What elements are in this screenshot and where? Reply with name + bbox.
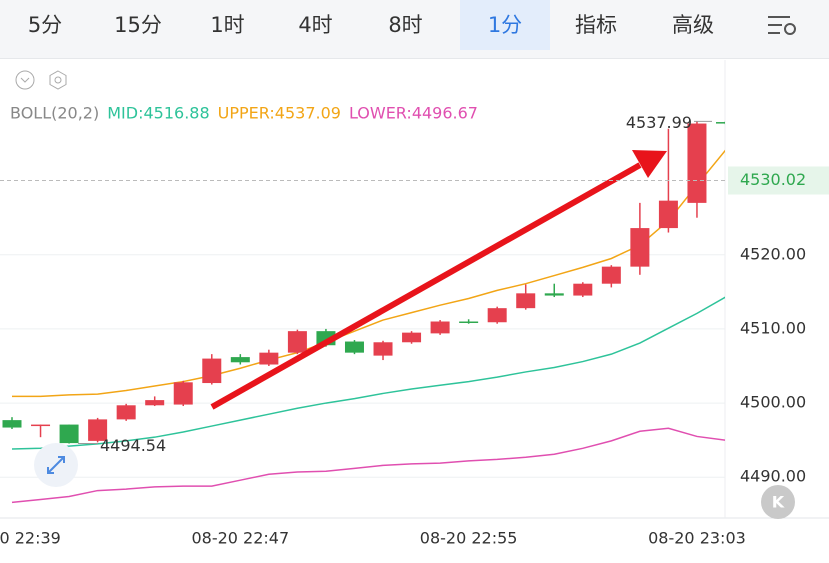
y-tick-label: 4510.00 — [740, 318, 806, 337]
tab[interactable]: 5分 — [27, 13, 63, 37]
tab[interactable]: 1时 — [210, 13, 245, 37]
candle-body — [116, 405, 136, 420]
settings-icon[interactable] — [768, 16, 796, 35]
candle-body — [59, 424, 79, 444]
tab[interactable]: 指标 — [575, 13, 617, 37]
candle-body — [145, 400, 165, 406]
band-line — [11, 427, 725, 504]
band-line — [12, 149, 725, 398]
expand-button[interactable] — [34, 443, 78, 487]
candle-body — [173, 382, 193, 405]
candle-body — [601, 266, 621, 284]
tab[interactable]: 15分 — [114, 13, 162, 37]
candle-body — [2, 420, 22, 428]
legend-entry: LOWER:4496.67 — [349, 104, 478, 123]
min-label: 4494.54 — [100, 436, 166, 455]
tab[interactable]: 4时 — [298, 13, 333, 37]
legend-entry: MID:4516.88 — [107, 104, 209, 123]
tab[interactable]: 8时 — [388, 13, 423, 37]
candle-body — [430, 321, 450, 334]
back-button[interactable]: K — [761, 485, 795, 519]
band-line — [11, 296, 725, 450]
candle-body — [516, 293, 536, 309]
candle-body — [658, 200, 678, 229]
back-icon: K — [772, 493, 785, 512]
y-tick-label: 4500.00 — [740, 393, 806, 412]
last-price-label: 4530.02 — [740, 170, 806, 189]
x-tick-label: 08-20 22:39 — [0, 529, 61, 548]
candle-body — [373, 342, 393, 356]
tab[interactable]: 1分 — [460, 0, 550, 50]
candle-body — [459, 321, 479, 324]
candle-body — [487, 308, 507, 323]
x-tick-label: 08-20 23:03 — [648, 529, 746, 548]
legend-entry: UPPER:4537.09 — [218, 104, 341, 123]
x-tick-label: 08-20 22:55 — [420, 529, 518, 548]
candle-body — [630, 228, 650, 267]
candle-body — [344, 341, 364, 353]
candle-body — [402, 332, 422, 343]
candle-body — [687, 123, 707, 203]
candle-body — [230, 357, 250, 363]
y-tick-label: 4520.00 — [740, 244, 806, 263]
candle-body — [287, 331, 307, 353]
last-price-box — [728, 166, 829, 195]
tab[interactable]: 高级 — [672, 13, 714, 37]
candle-body — [202, 358, 222, 384]
candle-body — [573, 283, 593, 296]
x-tick-label: 08-20 22:47 — [191, 529, 289, 548]
plot — [2, 121, 725, 504]
grid — [0, 254, 725, 478]
indicator-name: BOLL(20,2) — [10, 104, 99, 123]
candle-body — [716, 122, 725, 124]
timeframe-tabs: 5分 15分 1时 4时 8时 1分 指标 高级 — [0, 0, 829, 59]
trend-arrow — [210, 150, 667, 410]
candle-body — [259, 352, 279, 365]
candle-body — [544, 293, 564, 296]
toolbar-icons[interactable] — [15, 70, 67, 90]
candle-body — [31, 424, 51, 427]
y-tick-label: 4490.00 — [740, 467, 806, 486]
candle-body — [88, 419, 108, 441]
max-label: 4537.99 — [626, 113, 692, 132]
